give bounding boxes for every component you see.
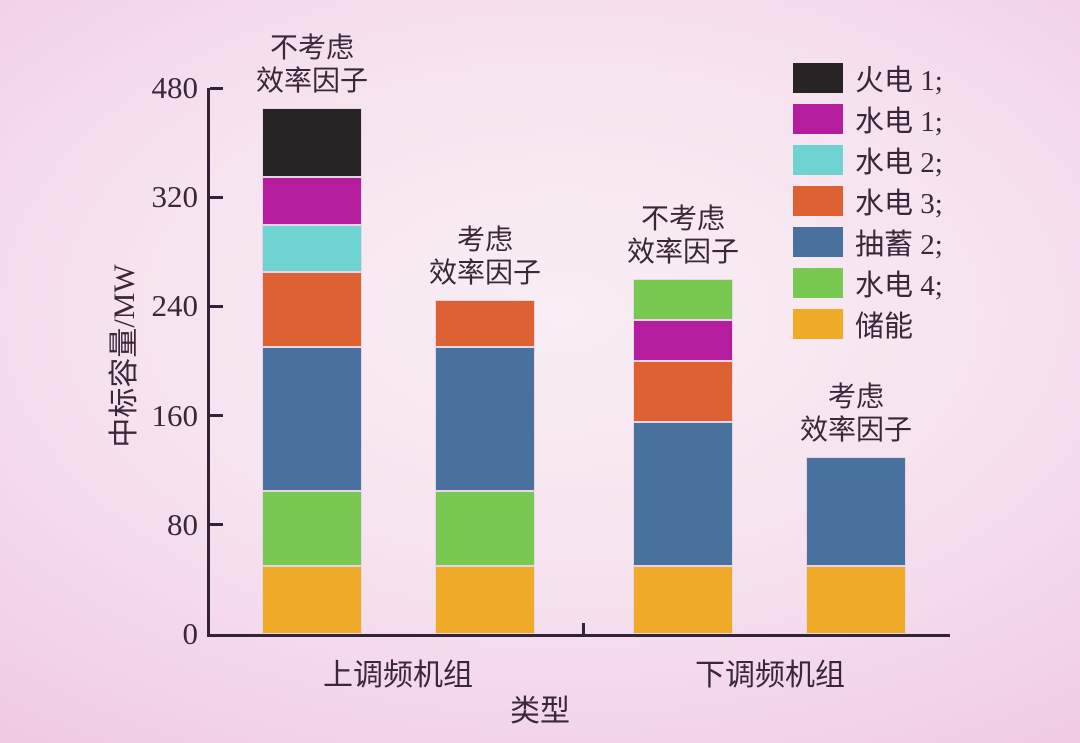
bar-3-annotation: 不考虑 效率因子: [573, 203, 793, 269]
legend-label: 水电 1;: [855, 105, 943, 138]
annotation-line: 效率因子: [799, 414, 912, 446]
y-tick-label-0: 0: [182, 616, 199, 651]
legend-row-抽蓄 2: 抽蓄 2;: [793, 221, 943, 262]
bar-1-segment-水电 1: [262, 176, 362, 225]
legend-label: 火电 1;: [855, 64, 943, 97]
legend-label: 抽蓄 2;: [855, 228, 943, 261]
bar-3-segment-抽蓄 2: [633, 422, 733, 566]
legend-label: 储能: [855, 310, 914, 343]
annotation-line: 效率因子: [428, 257, 541, 289]
annotation-line: 效率因子: [255, 66, 368, 98]
bar-2-segment-抽蓄 2: [435, 347, 535, 491]
legend-row-储能: 储能: [793, 303, 943, 344]
legend-swatch-水电 2: [793, 144, 843, 175]
legend-row-水电 2: 水电 2;: [793, 139, 943, 180]
legend-swatch-储能: [793, 308, 843, 339]
bar-3-segment-水电 1: [633, 320, 733, 361]
bar-2-segment-水电 3: [435, 299, 535, 348]
legend: 火电 1; 水电 1; 水电 2; 水电 3; 抽蓄 2; 水电 4; 储能: [793, 57, 943, 344]
bar-1-annotation: 不考虑 效率因子: [202, 32, 422, 98]
bar-1-segment-火电 1: [262, 108, 362, 177]
y-tick-label-320: 320: [151, 179, 199, 215]
x-tick-divider: [582, 623, 585, 634]
plot-area: 不考虑 效率因子 考虑 效率因子 不考虑 效率因子 考虑 效率因子: [207, 33, 950, 637]
legend-label: 水电 4;: [855, 269, 943, 302]
legend-row-水电 1: 水电 1;: [793, 98, 943, 139]
bar-4-segment-抽蓄 2: [806, 456, 906, 566]
y-tick-mark-240: [210, 304, 223, 308]
bar-2-segment-储能: [435, 565, 535, 634]
legend-row-水电 4: 水电 4;: [793, 262, 943, 303]
y-axis-title: 中标容量/MW: [108, 264, 141, 448]
legend-swatch-水电 3: [793, 185, 843, 216]
legend-row-水电 3: 水电 3;: [793, 180, 943, 221]
legend-row-火电 1: 火电 1;: [793, 57, 943, 98]
bar-4-annotation: 考虑 效率因子: [746, 381, 966, 447]
bar-1-segment-储能: [262, 565, 362, 634]
y-tick-mark-80: [210, 523, 223, 527]
bar-3-segment-水电 3: [633, 361, 733, 423]
legend-label: 水电 2;: [855, 146, 943, 179]
legend-swatch-水电 4: [793, 267, 843, 298]
annotation-line: 不考虑: [640, 204, 725, 236]
annotation-line: 考虑: [827, 381, 884, 413]
y-tick-mark-160: [210, 414, 223, 418]
bar-1-segment-水电 2: [262, 224, 362, 273]
legend-swatch-水电 1: [793, 103, 843, 134]
legend-label: 水电 3;: [855, 187, 943, 220]
y-tick-label-480: 480: [151, 70, 199, 105]
y-tick-label-160: 160: [151, 397, 199, 433]
y-tick-label-80: 80: [167, 506, 198, 542]
y-tick-label-240: 240: [151, 288, 199, 324]
legend-swatch-火电 1: [793, 62, 843, 93]
bar-3-segment-储能: [633, 565, 733, 634]
x-category-label-up-regulation: 上调频机组: [323, 659, 473, 692]
y-tick-mark-480: [210, 86, 223, 90]
annotation-line: 效率因子: [626, 237, 739, 269]
legend-swatch-抽蓄 2: [793, 226, 843, 257]
x-category-label-down-regulation: 下调频机组: [695, 659, 845, 692]
annotation-line: 考虑: [456, 224, 513, 256]
bar-3-segment-水电 4: [633, 279, 733, 321]
x-axis-title: 类型: [510, 695, 570, 728]
bar-1-segment-水电 3: [262, 272, 362, 348]
bar-2-annotation: 考虑 效率因子: [375, 224, 595, 290]
bar-2-segment-水电 4: [435, 490, 535, 566]
y-tick-mark-320: [210, 195, 223, 199]
bar-1-segment-水电 4: [262, 490, 362, 566]
bar-4-segment-储能: [806, 565, 906, 634]
annotation-line: 不考虑: [269, 33, 354, 65]
bar-1-segment-抽蓄 2: [262, 347, 362, 491]
